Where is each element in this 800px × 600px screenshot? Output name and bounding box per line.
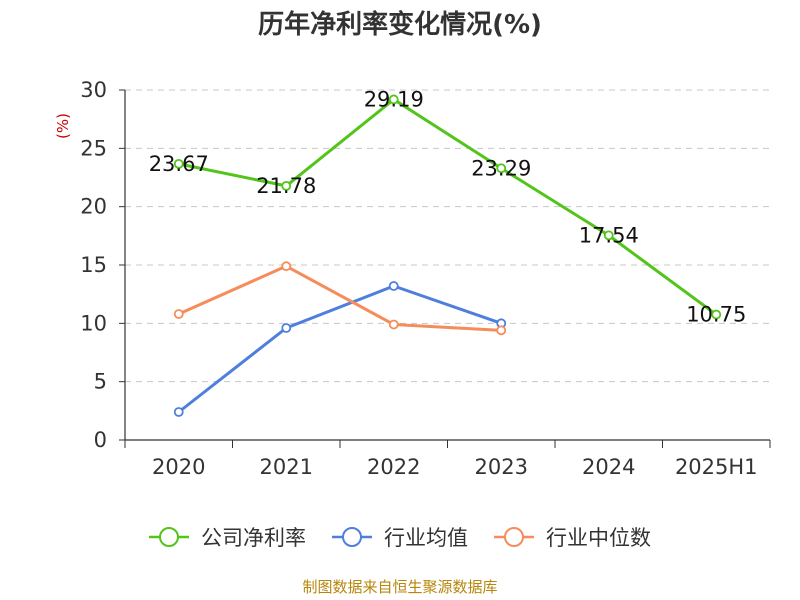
y-tick-label: 30 (80, 78, 107, 102)
data-point (281, 261, 292, 272)
data-label: 23.67 (149, 152, 209, 176)
legend-label: 行业均值 (384, 526, 468, 550)
data-point (388, 94, 399, 105)
x-tick-label: 2024 (582, 455, 635, 479)
source-caption: 制图数据来自恒生聚源数据库 (302, 578, 497, 596)
legend-item[interactable]: 行业中位数 (494, 526, 651, 550)
chart-title: 历年净利率变化情况(%) (258, 9, 542, 40)
data-point (603, 230, 614, 241)
data-point (496, 163, 507, 174)
y-tick-label: 10 (80, 311, 107, 335)
x-tick-label: 2020 (152, 455, 205, 479)
x-tick-label: 2023 (475, 455, 528, 479)
series-layer (173, 94, 722, 417)
y-tick-label: 25 (80, 136, 107, 160)
legend: 公司净利率 行业均值 行业中位数 (149, 526, 651, 550)
series-line (177, 284, 503, 414)
data-point (281, 323, 292, 333)
x-tick-label: 2025H1 (675, 455, 758, 479)
data-label-layer: 23.67 21.78 29.19 23.29 17.54 10.75 (149, 87, 747, 326)
data-point (173, 158, 184, 169)
series-line (177, 97, 718, 317)
y-axis-label: (%) (54, 113, 72, 139)
data-point (173, 309, 184, 319)
data-point (388, 281, 399, 291)
legend-item[interactable]: 公司净利率 (149, 526, 306, 550)
y-tick-label: 5 (94, 370, 107, 394)
data-label: 21.78 (256, 174, 316, 198)
data-point (711, 309, 722, 320)
data-point (281, 180, 292, 191)
series-line (177, 264, 503, 332)
legend-marker-icon (342, 527, 362, 547)
legend-marker-icon (159, 527, 179, 547)
data-point (388, 319, 399, 330)
x-tick-label: 2021 (260, 455, 313, 479)
legend-label: 公司净利率 (201, 526, 306, 550)
data-label: 10.75 (686, 303, 746, 327)
y-tick-label: 20 (80, 195, 107, 219)
legend-marker-icon (504, 527, 524, 547)
data-label: 29.19 (364, 87, 424, 111)
grid-layer (125, 89, 770, 383)
axis-layer: 0 5 10 15 20 25 30 2020 2021 2022 2023 2024 2025H1 (80, 78, 771, 479)
data-point (173, 407, 184, 417)
legend-item[interactable]: 行业均值 (332, 526, 468, 550)
y-tick-label: 0 (94, 428, 107, 452)
data-label: 23.29 (471, 156, 531, 180)
data-point (496, 325, 507, 336)
data-label: 17.54 (579, 223, 639, 247)
x-tick-label: 2022 (367, 455, 420, 479)
legend-label: 行业中位数 (546, 526, 651, 550)
y-tick-label: 15 (80, 253, 107, 277)
